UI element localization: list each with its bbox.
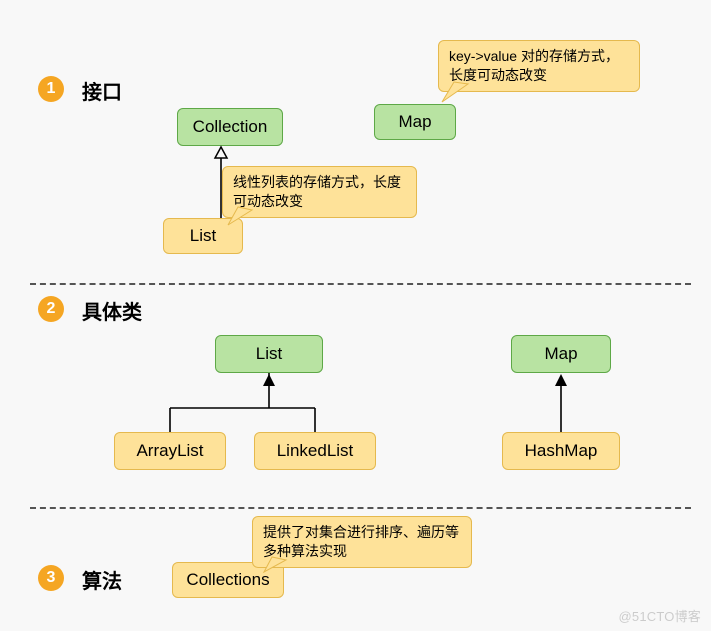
callout-list: 线性列表的存储方式，长度可动态改变	[222, 166, 417, 218]
node-map-class: Map	[511, 335, 611, 373]
badge-2: 2	[38, 296, 64, 322]
node-collections-label: Collections	[186, 570, 269, 590]
node-collection-label: Collection	[193, 117, 268, 137]
node-map-interface-label: Map	[398, 112, 431, 132]
divider-2	[30, 507, 691, 509]
node-list-interface: List	[163, 218, 243, 254]
callout-algorithm: 提供了对集合进行排序、遍历等多种算法实现	[252, 516, 472, 568]
badge-3-text: 3	[47, 569, 56, 587]
node-hashmap-label: HashMap	[525, 441, 598, 461]
node-map-class-label: Map	[544, 344, 577, 364]
node-list-class-label: List	[256, 344, 282, 364]
callout-list-text: 线性列表的存储方式，长度可动态改变	[233, 174, 401, 209]
section-3-title: 算法	[82, 565, 122, 594]
callout-map-text: key->value 对的存储方式，长度可动态改变	[449, 48, 619, 83]
callout-map: key->value 对的存储方式，长度可动态改变	[438, 40, 640, 92]
node-arraylist: ArrayList	[114, 432, 226, 470]
node-linkedlist: LinkedList	[254, 432, 376, 470]
callout-algorithm-text: 提供了对集合进行排序、遍历等多种算法实现	[263, 524, 459, 559]
node-hashmap: HashMap	[502, 432, 620, 470]
badge-1: 1	[38, 76, 64, 102]
node-map-interface: Map	[374, 104, 456, 140]
node-linkedlist-label: LinkedList	[277, 441, 354, 461]
watermark: @51CTO博客	[619, 606, 701, 625]
divider-1	[30, 283, 691, 285]
node-arraylist-label: ArrayList	[136, 441, 203, 461]
node-list-interface-label: List	[190, 226, 216, 246]
badge-2-text: 2	[47, 300, 56, 318]
section-2-title: 具体类	[82, 296, 142, 325]
section-1-title: 接口	[82, 76, 122, 105]
node-collection: Collection	[177, 108, 283, 146]
badge-3: 3	[38, 565, 64, 591]
badge-1-text: 1	[47, 80, 56, 98]
node-list-class: List	[215, 335, 323, 373]
